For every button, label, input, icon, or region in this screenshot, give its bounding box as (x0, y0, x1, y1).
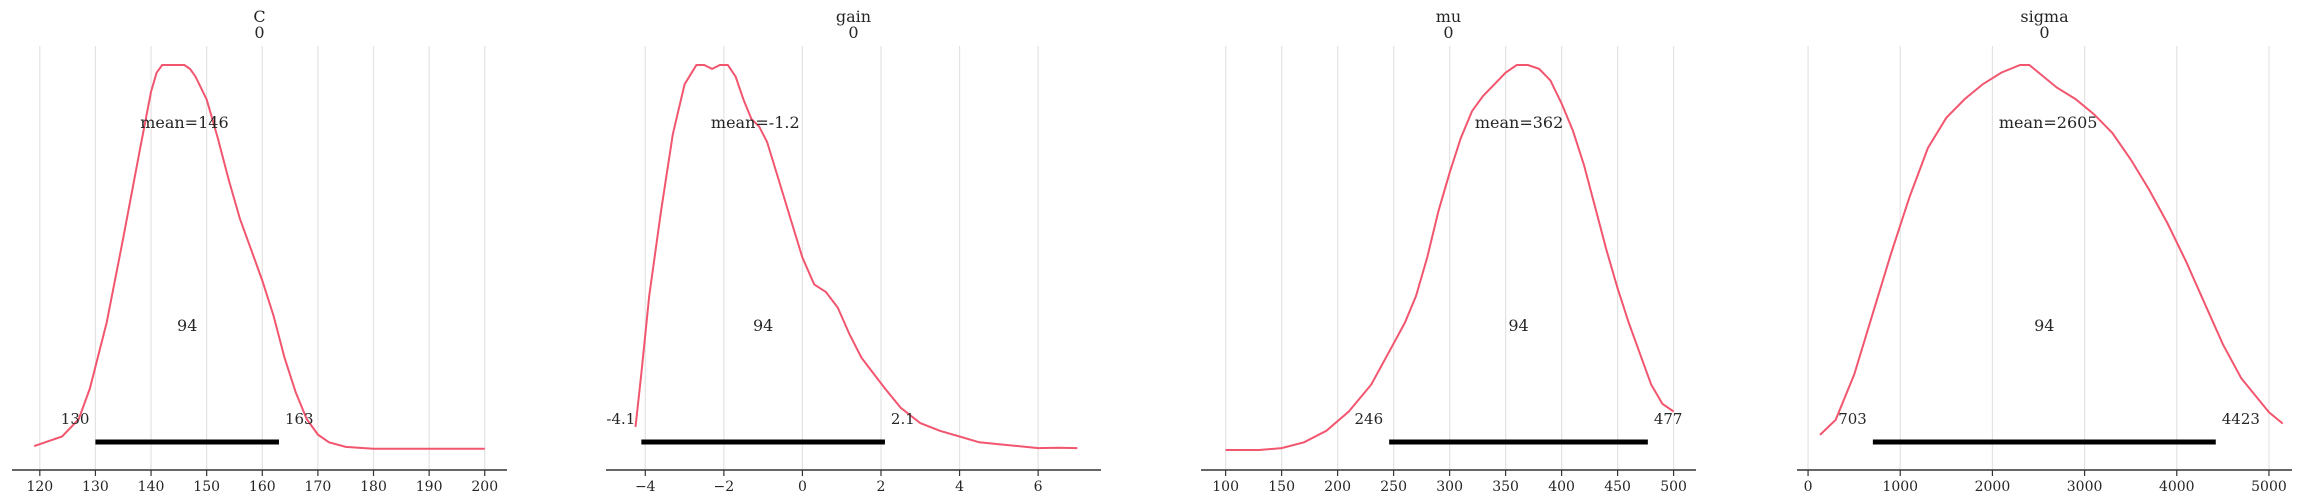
panel-subtitle: 0 (2039, 23, 2049, 42)
x-tick-label: 300 (1436, 479, 1463, 495)
x-tick-label: 160 (249, 479, 276, 495)
x-tick-label: 200 (1324, 479, 1351, 495)
panel-title: C (253, 7, 265, 26)
panel-title: sigma (2020, 7, 2069, 26)
hdi-probability-label: 94 (2034, 316, 2054, 335)
x-tick-label: 4 (955, 479, 964, 495)
mean-label: mean=-1.2 (711, 113, 800, 132)
x-tick-label: 120 (26, 479, 53, 495)
x-tick-label: 200 (471, 479, 498, 495)
x-tick-label: 170 (305, 479, 332, 495)
panel-subtitle: 0 (1443, 23, 1453, 42)
x-tick-label: 2000 (1975, 479, 2011, 495)
x-tick-label: 190 (416, 479, 443, 495)
hdi-probability-label: 94 (753, 316, 773, 335)
panel-C: 120 130 140 150 160 170 180 190 200 C0 mean=146 94 1… (12, 7, 507, 495)
mean-label: mean=146 (140, 113, 228, 132)
x-tick-label: 2 (877, 479, 886, 495)
x-tick-label: 450 (1604, 479, 1631, 495)
x-tick-label: 100 (1212, 479, 1239, 495)
x-tick-label: 3000 (2067, 479, 2103, 495)
density-curve (1819, 64, 2284, 436)
x-tick-label: 140 (138, 479, 165, 495)
density-curve (1225, 64, 1675, 451)
x-tick-label: 500 (1660, 479, 1687, 495)
panel-sigma: 0 1000 2000 3000 4000 5000sigma0mean=26059470… (1797, 7, 2292, 495)
x-tick-label: 0 (798, 479, 807, 495)
x-tick-label: 150 (193, 479, 220, 495)
hdi-probability-label: 94 (1508, 316, 1528, 335)
mean-label: mean=2605 (1999, 113, 2098, 132)
hdi-probability-label: 94 (177, 316, 197, 335)
panel-subtitle: 0 (254, 23, 264, 42)
panel-title: gain (836, 7, 871, 26)
hdi-high-label: 4423 (2222, 410, 2260, 428)
hdi-low-label: 130 (61, 410, 90, 428)
hdi-low-label: 703 (1838, 410, 1867, 428)
x-tick-label: −4 (635, 479, 656, 495)
hdi-low-label: -4.1 (606, 410, 635, 428)
x-tick-label: −2 (714, 479, 735, 495)
x-tick-label: 250 (1380, 479, 1407, 495)
x-tick-label: 180 (360, 479, 387, 495)
hdi-low-label: 246 (1355, 410, 1384, 428)
panel-title: mu (1436, 7, 1461, 26)
x-tick-label: 6 (1034, 479, 1043, 495)
panel-subtitle: 0 (848, 23, 858, 42)
x-tick-label: 130 (82, 479, 109, 495)
panel-mu: 100 150 200 250 300 350 400 450 500 mu0 mean=362 94… (1201, 7, 1696, 495)
density-curve (634, 64, 1078, 450)
hdi-high-label: 163 (285, 410, 314, 428)
x-tick-label: 0 (1804, 479, 1813, 495)
density-curve (33, 64, 485, 450)
x-tick-label: 4000 (2159, 479, 2195, 495)
x-tick-label: 350 (1492, 479, 1519, 495)
x-tick-label: 150 (1268, 479, 1295, 495)
hdi-high-label: 477 (1654, 410, 1683, 428)
x-tick-label: 400 (1548, 479, 1575, 495)
hdi-high-label: 2.1 (891, 410, 915, 428)
x-tick-label: 1000 (1882, 479, 1918, 495)
x-tick-label: 5000 (2251, 479, 2287, 495)
mean-label: mean=362 (1475, 113, 1563, 132)
